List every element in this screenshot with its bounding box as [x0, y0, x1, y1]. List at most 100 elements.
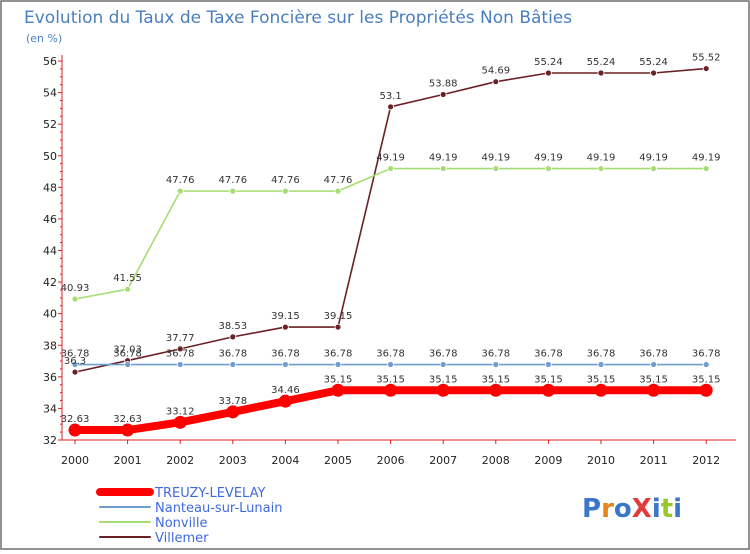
data-point: [226, 405, 240, 419]
data-label: 39.15: [271, 311, 300, 322]
x-tick-label: 2006: [377, 454, 405, 467]
data-label: 49.19: [429, 153, 458, 164]
data-label: 36.3: [64, 356, 86, 367]
data-label: 49.19: [587, 153, 616, 164]
data-label: 35.15: [324, 374, 353, 385]
data-label: 53.88: [429, 78, 458, 89]
data-point: [597, 361, 605, 368]
data-label: 36.78: [481, 349, 510, 360]
x-tick-label: 2008: [482, 454, 510, 467]
data-label: 35.15: [534, 374, 563, 385]
data-point: [121, 423, 135, 437]
data-point: [650, 165, 657, 172]
data-label: 32.63: [113, 414, 142, 425]
data-point: [436, 383, 450, 397]
data-label: 35.15: [587, 374, 616, 385]
data-point: [71, 361, 79, 368]
data-label: 33.12: [166, 406, 195, 417]
data-point: [439, 165, 447, 172]
series-nonville: [71, 165, 710, 303]
data-label: 36.78: [271, 349, 300, 360]
data-point: [387, 165, 395, 172]
data-label: 35.15: [481, 374, 510, 385]
x-tick-label: 2007: [429, 454, 457, 467]
data-point: [439, 361, 447, 368]
data-point: [281, 323, 289, 331]
y-tick-label: 42: [43, 276, 57, 289]
series-treuzy-levelay: [68, 383, 713, 437]
data-label: 35.15: [429, 374, 458, 385]
series-nanteau-sur-lunain: [71, 361, 710, 368]
legend: TREUZY-LEVELAYNanteau-sur-LunainNonville…: [96, 486, 282, 546]
data-point: [124, 285, 131, 293]
y-tick-label: 50: [43, 150, 57, 163]
data-label: 35.15: [692, 374, 721, 385]
y-tick-label: 52: [43, 118, 57, 131]
chart-title: Evolution du Taux de Taxe Foncière sur l…: [24, 8, 572, 28]
data-label: 36.78: [692, 349, 721, 360]
data-point: [176, 345, 184, 353]
data-label: 36.78: [113, 349, 142, 360]
x-tick-label: 2009: [534, 454, 562, 467]
data-point: [71, 368, 79, 376]
x-tick-label: 2010: [587, 454, 615, 467]
data-label: 47.76: [271, 175, 300, 186]
data-label: 38.53: [218, 321, 247, 332]
data-label: 33.78: [218, 396, 247, 407]
data-label: 53.1: [379, 91, 401, 102]
data-point: [124, 361, 131, 368]
x-tick-label: 2005: [324, 454, 352, 467]
data-point: [176, 361, 184, 368]
x-tick-label: 2004: [271, 454, 299, 467]
data-point: [384, 383, 398, 397]
data-point: [334, 323, 342, 331]
data-point: [71, 295, 79, 303]
data-label: 54.69: [481, 66, 510, 77]
data-point: [387, 103, 395, 111]
data-point: [492, 165, 500, 172]
data-point: [702, 361, 710, 368]
x-tick-label: 2002: [166, 454, 194, 467]
data-label: 55.52: [692, 53, 721, 64]
y-tick-label: 44: [43, 245, 57, 258]
data-label: 49.19: [534, 153, 563, 164]
data-point: [541, 383, 555, 397]
data-label: 55.24: [534, 57, 563, 68]
data-label: 36.78: [324, 349, 353, 360]
data-point: [702, 165, 710, 172]
data-label: 36.78: [166, 349, 195, 360]
data-point: [229, 333, 237, 341]
data-point: [334, 361, 342, 368]
data-point: [594, 383, 608, 397]
data-label: 49.19: [639, 153, 668, 164]
data-label: 40.93: [61, 283, 90, 294]
data-label: 36.78: [587, 349, 616, 360]
data-labels: 32.63 32.63 33.12 33.78 34.46 35.15 35.15 35.15…: [61, 53, 721, 425]
y-axis-unit-label: (en %): [26, 32, 62, 45]
x-tick-label: 2011: [640, 454, 668, 467]
data-label: 35.15: [376, 374, 405, 385]
data-point: [281, 187, 289, 195]
data-label: 39.15: [324, 311, 353, 322]
x-tick-label: 2012: [692, 454, 720, 467]
data-point: [334, 187, 342, 195]
data-label: 47.76: [324, 175, 353, 186]
y-tick-label: 34: [43, 402, 57, 415]
data-label: 36.78: [429, 349, 458, 360]
data-point: [650, 361, 657, 368]
x-axis-ticks: 2000 2001 2002 2003 2004 2005 2006 2007 2008 2009…: [61, 440, 720, 467]
data-label: 49.19: [692, 153, 721, 164]
data-point: [176, 187, 184, 195]
y-tick-label: 56: [43, 55, 57, 68]
data-label: 49.19: [481, 153, 510, 164]
y-tick-label: 40: [43, 308, 57, 321]
data-label: 47.76: [166, 175, 195, 186]
data-point: [439, 91, 447, 98]
data-point: [545, 69, 552, 77]
data-label: 36.78: [218, 349, 247, 360]
data-point: [650, 69, 657, 77]
data-point: [597, 69, 605, 77]
